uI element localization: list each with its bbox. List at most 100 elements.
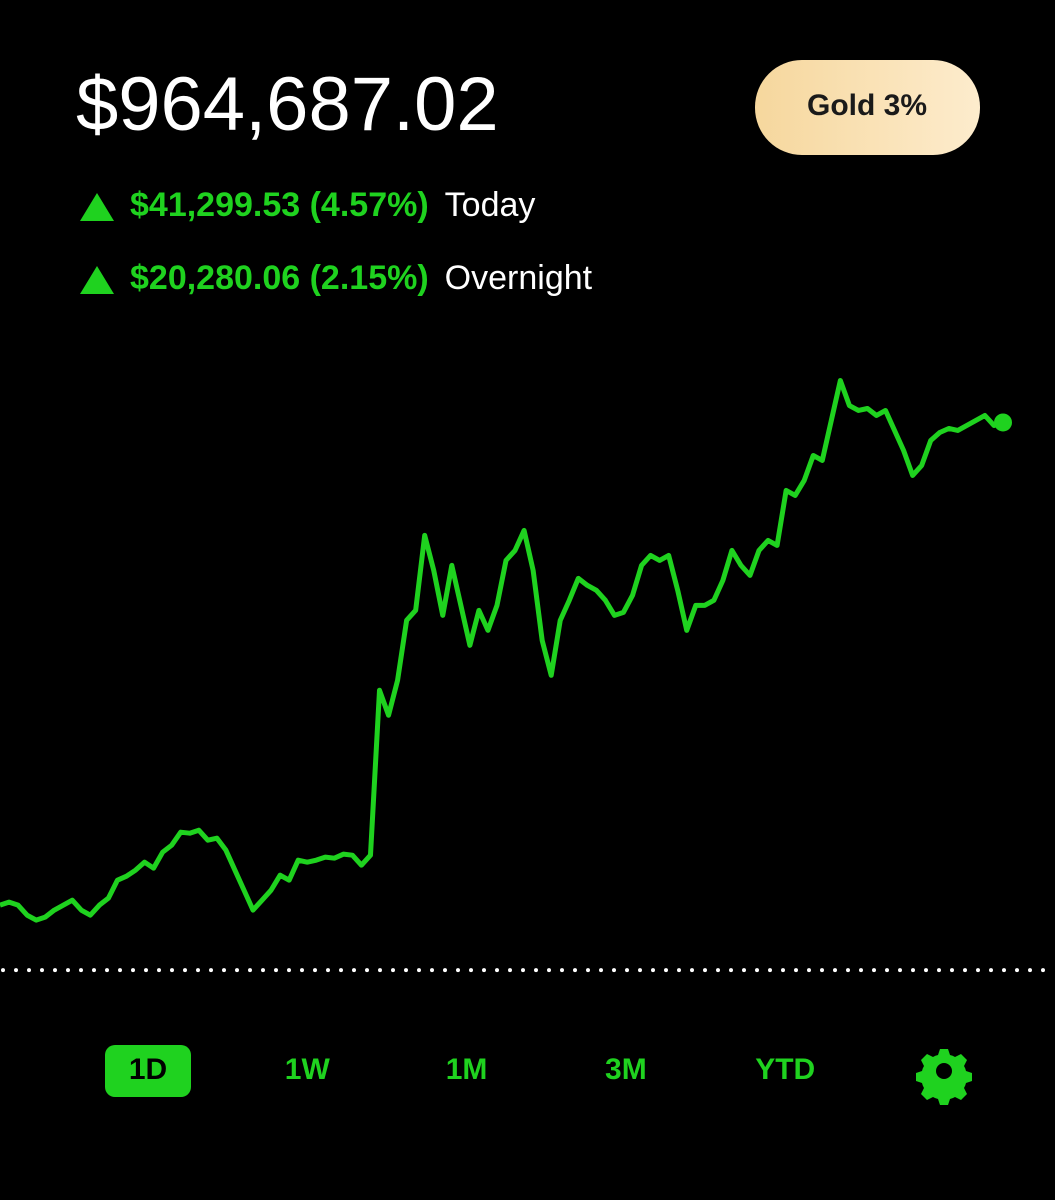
baseline-dot — [1002, 968, 1006, 973]
baseline-dot — [677, 968, 681, 973]
range-selector: 1D 1W 1M 3M YTD — [105, 1045, 815, 1097]
baseline-dot — [794, 968, 798, 973]
baseline-dot — [703, 968, 707, 973]
change-period: Today — [445, 186, 536, 224]
baseline-dot — [820, 968, 824, 973]
current-point — [994, 413, 1012, 432]
baseline-dot — [443, 968, 447, 973]
baseline-dot — [1028, 968, 1032, 973]
baseline-dot — [170, 968, 174, 973]
baseline-dot — [729, 968, 733, 973]
baseline-dots — [1, 968, 1045, 973]
chart — [0, 378, 1045, 973]
baseline-dot — [456, 968, 460, 973]
range-button[interactable]: 1W — [285, 1053, 331, 1086]
baseline-dot — [807, 968, 811, 973]
change-amount: $41,299.53 (4.57%) — [130, 186, 429, 224]
baseline-dot — [79, 968, 83, 973]
baseline-dot — [14, 968, 18, 973]
baseline-dot — [833, 968, 837, 973]
gold-badge[interactable]: Gold 3% — [755, 60, 980, 155]
baseline-dot — [352, 968, 356, 973]
baseline-dot — [300, 968, 304, 973]
baseline-dot — [66, 968, 70, 973]
baseline-dot — [768, 968, 772, 973]
baseline-dot — [313, 968, 317, 973]
changes: $41,299.53 (4.57%) Today $20,280.06 (2.15%… — [80, 186, 593, 297]
baseline-dot — [664, 968, 668, 973]
baseline-dot — [560, 968, 564, 973]
baseline-dot — [638, 968, 642, 973]
baseline-dot — [248, 968, 252, 973]
baseline-dot — [859, 968, 863, 973]
baseline-dot — [924, 968, 928, 973]
change-amount: $20,280.06 (2.15%) — [130, 259, 429, 297]
baseline-dot — [612, 968, 616, 973]
baseline-dot — [690, 968, 694, 973]
baseline-dot — [547, 968, 551, 973]
baseline-dot — [183, 968, 187, 973]
baseline-dot — [261, 968, 265, 973]
up-arrow — [80, 193, 114, 221]
baseline-dot — [573, 968, 577, 973]
baseline-dot — [92, 968, 96, 973]
baseline-dot — [339, 968, 343, 973]
baseline-dot — [27, 968, 31, 973]
baseline-dot — [781, 968, 785, 973]
baseline-dot — [378, 968, 382, 973]
baseline-dot — [53, 968, 57, 973]
range-button[interactable]: 3M — [605, 1053, 647, 1086]
baseline-dot — [144, 968, 148, 973]
baseline-dot — [391, 968, 395, 973]
baseline-dot — [742, 968, 746, 973]
baseline-dot — [430, 968, 434, 973]
baseline-dot — [1, 968, 5, 973]
up-arrow — [80, 266, 114, 294]
settings-button[interactable] — [916, 1049, 972, 1105]
baseline-dot — [105, 968, 109, 973]
baseline-dot — [625, 968, 629, 973]
range-selected-background[interactable] — [105, 1045, 191, 1097]
baseline-dot — [274, 968, 278, 973]
baseline-dot — [118, 968, 122, 973]
baseline-dot — [482, 968, 486, 973]
baseline-dot — [235, 968, 239, 973]
baseline-dot — [911, 968, 915, 973]
baseline-dot — [508, 968, 512, 973]
baseline-dot — [1015, 968, 1019, 973]
baseline-dot — [599, 968, 603, 973]
price-line — [0, 378, 1004, 923]
range-button[interactable]: 1M — [446, 1053, 488, 1086]
change-period: Overnight — [445, 259, 593, 297]
baseline-dot — [534, 968, 538, 973]
baseline-dot — [495, 968, 499, 973]
baseline-dot — [898, 968, 902, 973]
balance: $964,687.02 — [76, 62, 499, 147]
baseline-dot — [716, 968, 720, 973]
baseline-dot — [885, 968, 889, 973]
baseline-dot — [326, 968, 330, 973]
baseline-dot — [963, 968, 967, 973]
badge-background[interactable] — [755, 60, 980, 155]
baseline-dot — [872, 968, 876, 973]
baseline-dot — [209, 968, 213, 973]
baseline-dot — [157, 968, 161, 973]
gear-hole[interactable] — [936, 1063, 952, 1079]
baseline-dot — [989, 968, 993, 973]
baseline-dot — [937, 968, 941, 973]
range-button[interactable]: YTD — [755, 1053, 815, 1086]
baseline-dot — [846, 968, 850, 973]
range-button[interactable]: 1D — [129, 1053, 167, 1086]
baseline-dot — [417, 968, 421, 973]
baseline-dot — [196, 968, 200, 973]
baseline-dot — [365, 968, 369, 973]
baseline-dot — [755, 968, 759, 973]
badge-label[interactable]: Gold 3% — [807, 89, 927, 122]
baseline-dot — [222, 968, 226, 973]
baseline-dot — [40, 968, 44, 973]
baseline-dot — [586, 968, 590, 973]
baseline-dot — [976, 968, 980, 973]
